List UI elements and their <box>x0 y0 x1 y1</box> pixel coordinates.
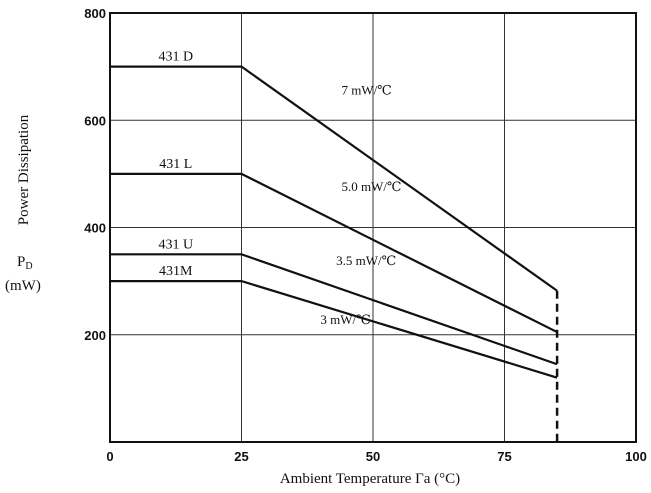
slope-label: 3 mW/℃ <box>320 312 370 327</box>
tick-labels: 0 25 50 75 100 200 400 600 800 <box>84 6 647 464</box>
series-line-2 <box>110 253 558 366</box>
slope-label: 7 mW/℃ <box>341 83 391 98</box>
series-labels: 431 D 7 mW/℃ 431 L 5.0 mW/℃ 431 U 3.5 mW/℃ 431… <box>158 50 401 327</box>
y-tick-label: 800 <box>84 6 106 21</box>
x-tick-label: 25 <box>234 449 248 464</box>
x-tick-label: 75 <box>497 449 511 464</box>
y-tick-label: 600 <box>84 113 106 128</box>
y-tick-label: 200 <box>84 328 106 343</box>
x-axis-label: Ambient Temperature Γa (°C) <box>280 471 460 487</box>
series-line-0 <box>110 65 558 292</box>
grid <box>110 13 636 442</box>
series-line-3 <box>110 280 558 379</box>
slope-label: 3.5 mW/℃ <box>336 253 396 268</box>
x-tick-label: 100 <box>625 449 647 464</box>
series-line-1 <box>110 172 558 334</box>
series-name-label: 431 U <box>158 237 193 252</box>
series-name-label: 431 D <box>158 50 193 65</box>
x-tick-label: 50 <box>366 449 380 464</box>
y-tick-label: 400 <box>84 221 106 236</box>
series-name-label: 431M <box>159 264 193 279</box>
y-axis-label: Power Dissipation <box>16 114 32 225</box>
y-axis-symbol: PD <box>17 254 33 272</box>
series-lines <box>110 65 559 442</box>
series-name-label: 431 L <box>159 157 192 172</box>
y-axis-symbol-subscript: D <box>25 261 32 272</box>
plot-frame <box>109 12 637 443</box>
y-axis-symbol-main: P <box>17 254 25 270</box>
x-tick-label: 0 <box>106 449 113 464</box>
y-axis-unit: (mW) <box>5 278 41 294</box>
slope-label: 5.0 mW/℃ <box>341 179 401 194</box>
